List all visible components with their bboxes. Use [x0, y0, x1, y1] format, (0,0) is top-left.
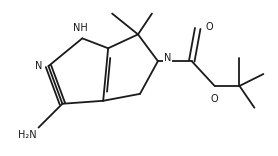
Text: N: N — [35, 61, 43, 71]
Text: NH: NH — [73, 23, 88, 33]
Text: N: N — [164, 53, 171, 63]
Text: H₂N: H₂N — [18, 129, 36, 139]
Text: O: O — [211, 94, 219, 104]
Text: O: O — [206, 22, 213, 32]
